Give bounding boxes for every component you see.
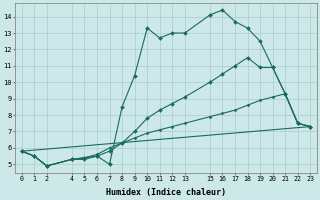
X-axis label: Humidex (Indice chaleur): Humidex (Indice chaleur) [106, 188, 226, 197]
